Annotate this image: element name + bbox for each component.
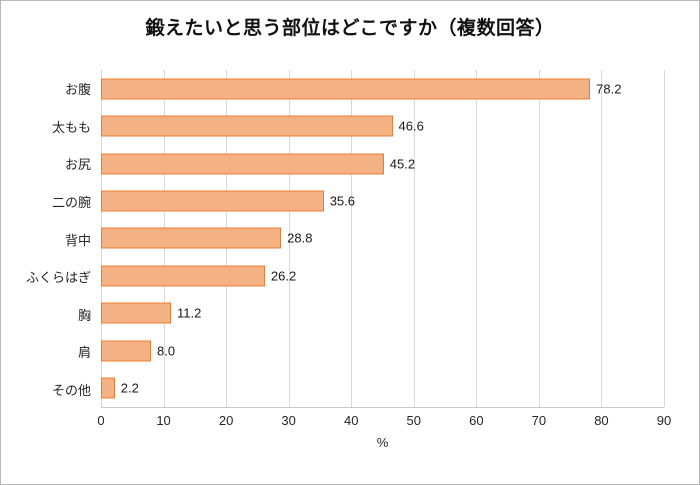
bar-row: 46.6 bbox=[101, 107, 664, 144]
value-label: 35.6 bbox=[329, 193, 355, 209]
value-label: 8.0 bbox=[157, 343, 176, 359]
value-label: 45.2 bbox=[389, 156, 416, 172]
bar-row: 2.2 bbox=[101, 370, 664, 407]
x-tick-label: 50 bbox=[406, 413, 421, 428]
category-label: 背中 bbox=[64, 232, 91, 248]
x-tick-label: 80 bbox=[594, 413, 609, 428]
value-label: 26.2 bbox=[270, 268, 297, 284]
bar-row: 45.2 bbox=[101, 145, 664, 182]
bar bbox=[101, 78, 591, 100]
bar bbox=[101, 227, 282, 249]
y-axis-labels: お腹太ももお尻二の腕背中ふくらはぎ胸肩その他 bbox=[13, 70, 101, 408]
gridline bbox=[351, 70, 353, 407]
x-tick-label: 70 bbox=[531, 413, 547, 428]
value-label: 78.2 bbox=[596, 81, 622, 97]
x-tick-label: 60 bbox=[469, 413, 484, 428]
chart-title: 鍛えたいと思う部位はどこですか（複数回答） bbox=[145, 18, 555, 39]
plot-column: 78.2 46.6 45.2 35.6 28.8 26.2 11.2 8.0 2.2 0 10 20… bbox=[97, 70, 671, 450]
bar bbox=[101, 340, 152, 362]
x-axis-label: % bbox=[376, 435, 389, 450]
bar bbox=[101, 190, 324, 212]
category-label: お尻 bbox=[64, 157, 91, 173]
gridline bbox=[538, 70, 540, 407]
x-tick-label: 90 bbox=[656, 413, 672, 428]
category-label: ふくらはぎ bbox=[25, 270, 91, 286]
category-label: お腹 bbox=[64, 82, 91, 98]
bars-layer: 78.2 46.6 45.2 35.6 28.8 26.2 11.2 8.0 2.2 bbox=[101, 70, 664, 407]
bar bbox=[101, 377, 115, 399]
bar-row: 8.0 bbox=[101, 332, 664, 369]
gridline bbox=[664, 70, 665, 407]
value-label: 28.8 bbox=[287, 230, 313, 246]
x-tick-label: 20 bbox=[218, 413, 234, 428]
bar bbox=[101, 265, 265, 287]
bar-row: 35.6 bbox=[101, 182, 664, 219]
category-label: 肩 bbox=[77, 345, 91, 361]
bar-row: 78.2 bbox=[101, 70, 664, 107]
category-label: 胸 bbox=[77, 307, 91, 323]
value-label: 2.2 bbox=[120, 380, 139, 396]
bar-row: 28.8 bbox=[101, 220, 664, 257]
category-label: 太もも bbox=[51, 119, 91, 135]
gridline bbox=[601, 70, 603, 407]
bar-row: 11.2 bbox=[101, 295, 664, 332]
x-tick-label: 30 bbox=[281, 413, 296, 428]
x-tick-label: 40 bbox=[343, 413, 359, 428]
category-label: その他 bbox=[51, 382, 91, 398]
chart-body: お腹太ももお尻二の腕背中ふくらはぎ胸肩その他 78.2 46.6 45.2 35.6 2… bbox=[13, 70, 671, 450]
bar bbox=[101, 302, 172, 324]
gridline bbox=[288, 70, 290, 407]
gridline bbox=[413, 70, 415, 407]
value-label: 11.2 bbox=[177, 305, 202, 321]
bar bbox=[101, 153, 384, 175]
bar-row: 26.2 bbox=[101, 257, 664, 294]
gridline bbox=[476, 70, 478, 407]
x-tick-label: 0 bbox=[97, 413, 105, 428]
plot-area: 78.2 46.6 45.2 35.6 28.8 26.2 11.2 8.0 2.2 bbox=[101, 70, 665, 408]
x-axis-ticks: 0 10 20 30 40 50 60 70 80 90 bbox=[97, 408, 671, 430]
category-label: 二の腕 bbox=[51, 194, 91, 210]
value-label: 46.6 bbox=[398, 118, 424, 134]
x-tick-label: 10 bbox=[156, 413, 171, 428]
bar bbox=[101, 115, 393, 137]
